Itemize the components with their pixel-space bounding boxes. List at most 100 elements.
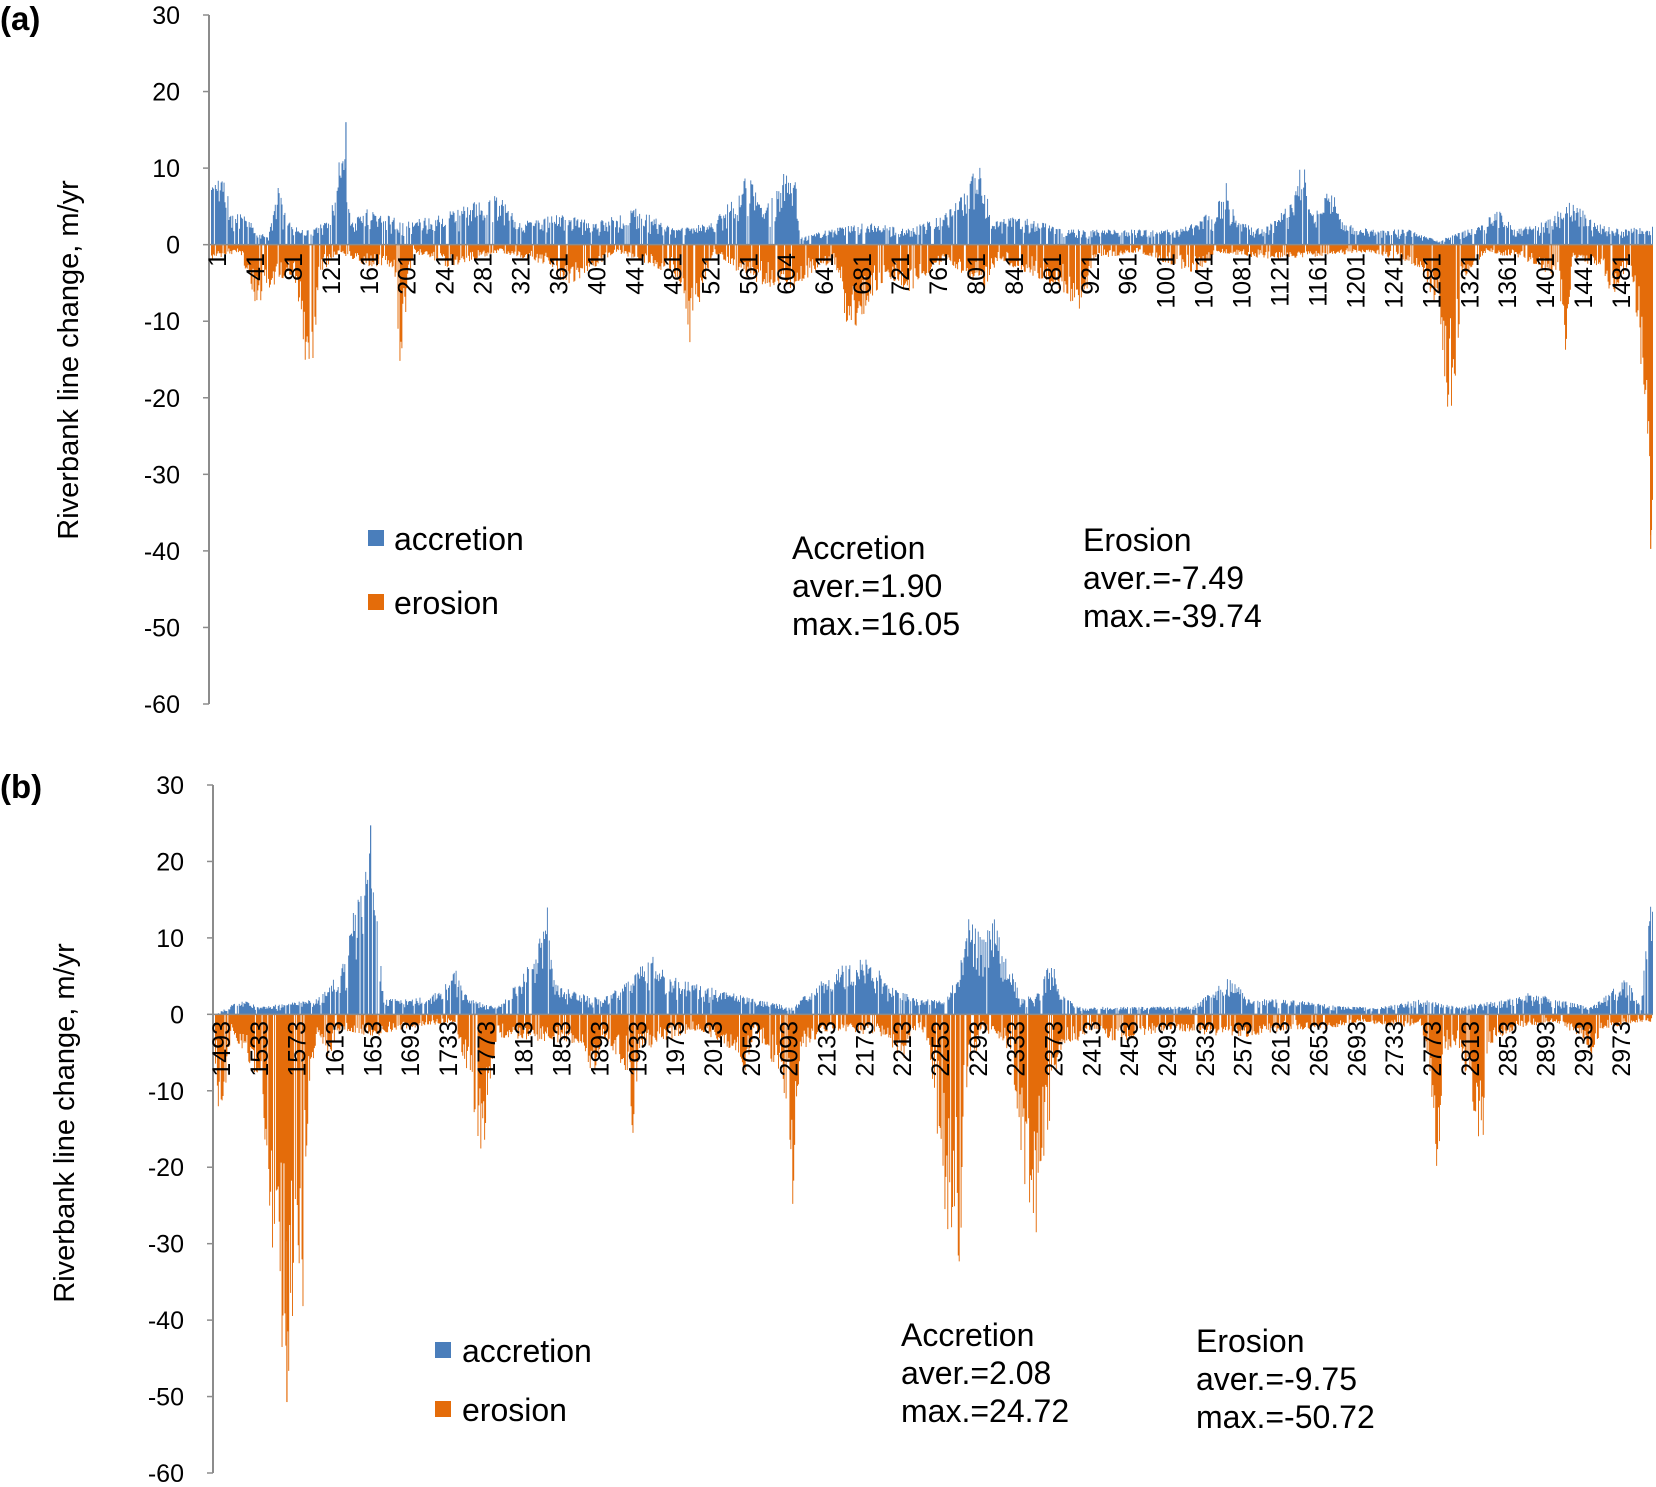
accretion-bars [211,159,1653,245]
y-tick-label: -40 [148,1307,184,1335]
y-tick-label: 0 [170,1001,184,1029]
x-tick-label: 761 [925,253,953,295]
y-tick-label: -30 [148,1231,184,1259]
y-tick-label: -30 [144,461,180,489]
x-tick-label: 1121 [1267,253,1295,307]
legend-b: accretion erosion [435,1333,592,1428]
y-tick-label: 0 [166,232,180,260]
x-tick-label: 241 [432,253,460,295]
x-tick-label: 1401 [1532,253,1560,309]
x-tick-label: 81 [280,253,308,281]
x-tick-label: 521 [697,253,725,295]
panel-label-a: (a) [0,0,40,37]
x-tick-label: 881 [1039,253,1067,295]
y-tick-label: 10 [152,155,180,183]
stat-accretion-max-b: max.=24.72 [901,1393,1069,1429]
x-tick-label: 2253 [927,1021,955,1077]
x-tick-label: 1201 [1342,253,1370,309]
x-tick-label: 441 [621,253,649,295]
x-tick-label: 2533 [1192,1021,1220,1077]
legend-swatch-erosion-b [435,1401,451,1417]
y-axis-label-b: Riverbank line change, m/yr [49,943,81,1303]
x-tick-label: 2973 [1608,1021,1636,1077]
stat-accretion-aver-b: aver.=2.08 [901,1355,1051,1391]
x-tick-label: 1 [204,253,232,267]
stat-accretion-title-a: Accretion [792,530,925,566]
legend-label-accretion-a: accretion [394,521,524,557]
x-tick-label: 2053 [738,1021,766,1077]
y-tick-label: -60 [148,1460,184,1487]
x-tick-label: 1493 [208,1021,236,1077]
x-tick-label: 1733 [435,1021,463,1077]
x-tick-label: 641 [811,253,839,295]
x-tick-label: 1613 [322,1021,350,1077]
stat-accretion-title-b: Accretion [901,1317,1034,1353]
x-tick-label: 161 [356,253,384,295]
x-tick-label: 2333 [1003,1021,1031,1077]
legend-label-erosion-b: erosion [462,1392,567,1428]
x-tick-label: 2013 [700,1021,728,1077]
x-tick-label: 1533 [246,1021,274,1077]
x-tick-label: 2573 [1230,1021,1258,1077]
x-tick-label: 2453 [1116,1021,1144,1077]
y-tick-label: -20 [148,1154,184,1182]
x-tick-label: 2653 [1305,1021,1333,1077]
x-tick-label: 2293 [965,1021,993,1077]
x-tick-label: 1573 [284,1021,312,1077]
x-tick-label: 2693 [1343,1021,1371,1077]
x-tick-label: 1773 [473,1021,501,1077]
x-tick-label: 681 [849,253,877,295]
stat-erosion-aver-a: aver.=-7.49 [1083,560,1244,596]
x-tick-label: 2933 [1570,1021,1598,1077]
bars-b [215,825,1654,1403]
x-tick-label: 1081 [1229,253,1257,309]
stats-accretion-a: Accretion aver.=1.90 max.=16.05 [792,530,960,642]
x-tick-label: 1813 [511,1021,539,1077]
x-tick-label: 401 [584,253,612,295]
x-tick-label: 2733 [1381,1021,1409,1077]
x-tick-label: 1361 [1494,253,1522,309]
legend-swatch-accretion-b [435,1342,451,1358]
x-tick-label: 2413 [1078,1021,1106,1077]
y-tick-label: 20 [156,848,184,876]
y-tick-label: -50 [148,1384,184,1412]
legend-label-erosion-a: erosion [394,585,499,621]
x-ticks-a: 1 41 81 121 161 201 241 281 321 361 401 441 481 521 56… [204,253,1636,309]
y-ticks-b: 30 20 10 0 -10 -20 -30 -40 -50 -60 [148,772,213,1487]
x-tick-label: 1161 [1305,253,1333,307]
accretion-max-bar [345,122,347,245]
x-tick-label: 121 [318,253,346,295]
x-tick-label: 2093 [776,1021,804,1077]
x-tick-label: 1281 [1418,253,1446,309]
x-tick-label: 1441 [1570,253,1598,309]
stats-erosion-b: Erosion aver.=-9.75 max.=-50.72 [1196,1323,1375,1435]
x-tick-label: 2613 [1268,1021,1296,1077]
axes-b [212,785,1653,1473]
x-tick-label: 2133 [814,1021,842,1077]
stat-erosion-title-b: Erosion [1196,1323,1305,1359]
x-tick-label: 1481 [1608,253,1636,309]
panel-a-chart: (a) Riverbank line change, m/yr 30 20 10 0 -… [0,0,1653,719]
legend-a: accretion erosion [368,521,524,621]
x-tick-label: 2213 [889,1021,917,1077]
legend-swatch-accretion-a [368,530,384,546]
x-tick-label: 604 [773,253,801,295]
y-tick-label: -50 [144,614,180,642]
y-tick-label: -10 [144,308,180,336]
x-tick-label: 1973 [662,1021,690,1077]
x-tick-label: 1853 [549,1021,577,1077]
x-tick-label: 921 [1077,253,1105,295]
stat-erosion-title-a: Erosion [1083,522,1192,558]
y-tick-label: 30 [156,772,184,800]
panel-label-b: (b) [0,768,42,805]
x-tick-label: 841 [1001,253,1029,295]
y-tick-label: -40 [144,538,180,566]
x-ticks-b: 1493 1533 1573 1613 1653 1693 1733 1773 1813 1853… [208,1021,1636,1077]
panel-b-chart: (b) Riverbank line change, m/yr 30 20 10 0 -… [0,768,1654,1487]
legend-swatch-erosion-a [368,594,384,610]
x-tick-label: 1653 [359,1021,387,1077]
stat-erosion-max-a: max.=-39.74 [1083,598,1262,634]
y-tick-label: 30 [152,2,180,30]
stats-erosion-a: Erosion aver.=-7.49 max.=-39.74 [1083,522,1262,634]
x-tick-label: 321 [508,253,536,295]
